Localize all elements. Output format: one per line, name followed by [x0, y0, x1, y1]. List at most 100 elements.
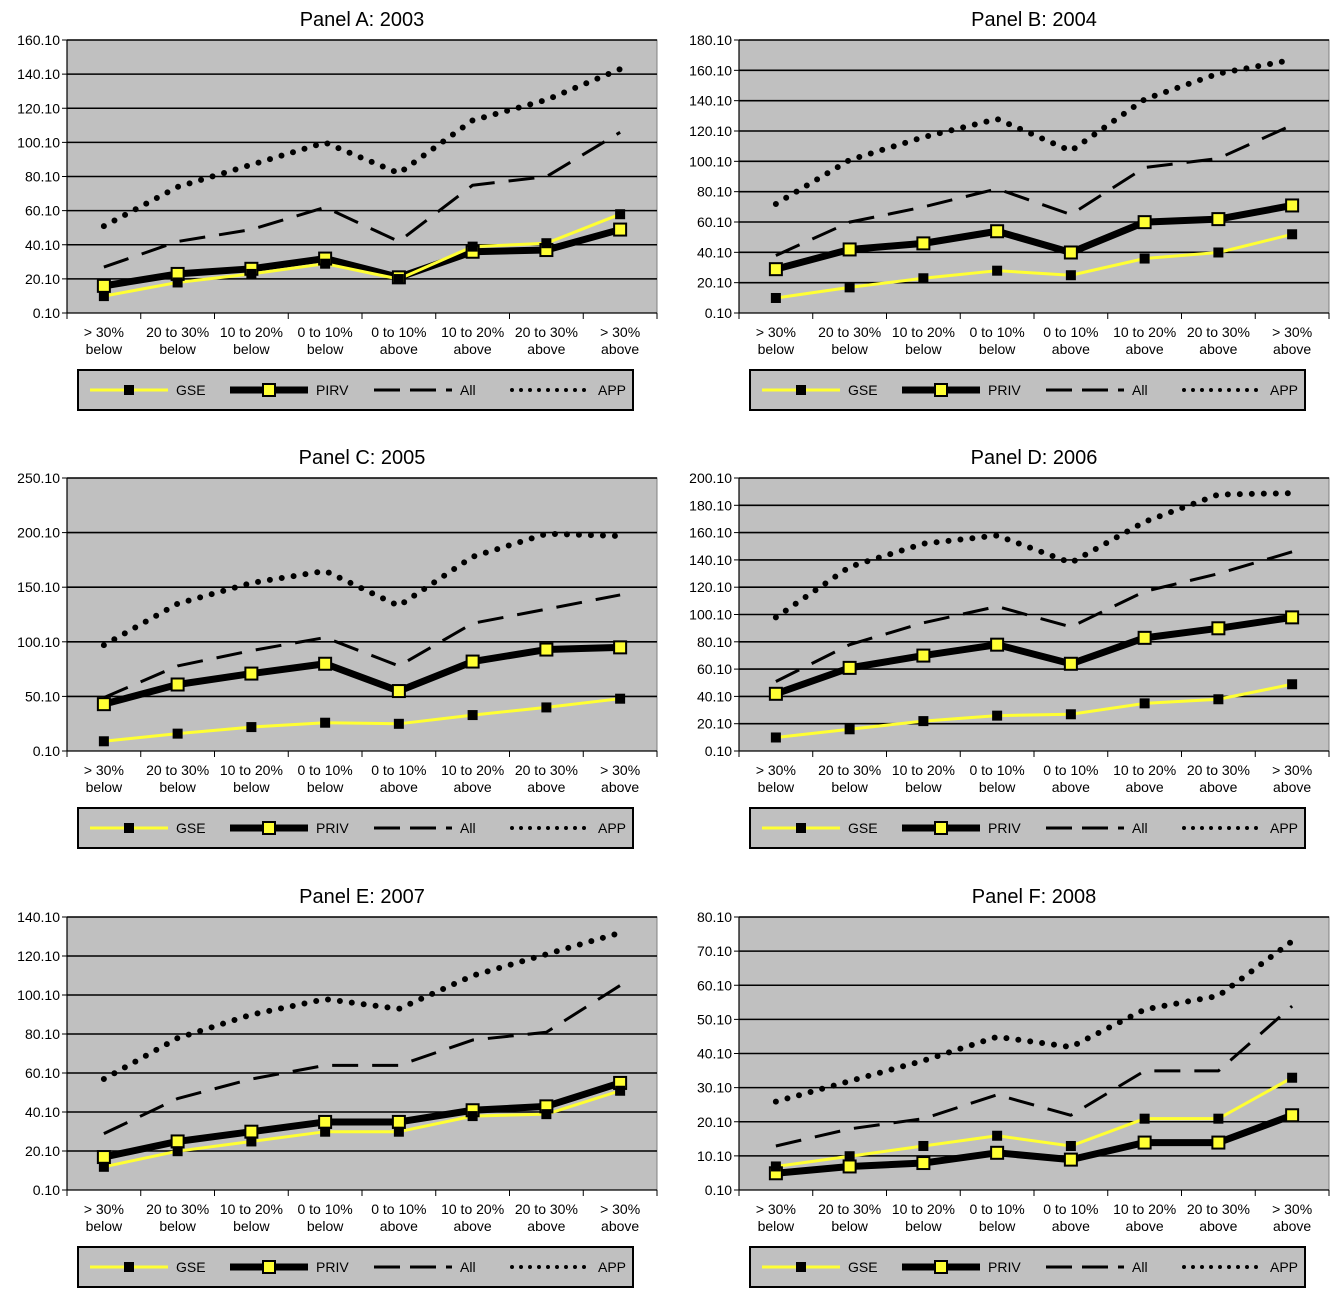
- series-line-app: [772, 490, 1296, 621]
- legend-label: APP: [598, 1259, 626, 1275]
- y-tick-label: 60.10: [25, 1065, 60, 1081]
- y-tick-label: 70.10: [697, 943, 732, 959]
- x-tick-label: above: [1273, 341, 1311, 357]
- data-point-gse: [615, 209, 626, 220]
- chart-panel: Panel A: 2003 0.10 20.10 40.10 60.10 80.10 100…: [0, 0, 671, 428]
- x-tick-label: 0 to 10%: [1043, 1201, 1098, 1217]
- y-tick-label: 120.10: [17, 100, 60, 116]
- x-tick-label: 20 to 30%: [146, 1201, 209, 1217]
- x-tick-label: > 30%: [600, 762, 640, 778]
- y-tick-label: 100.10: [689, 153, 732, 169]
- y-tick-label: 50.10: [25, 688, 60, 704]
- data-point-gse: [172, 728, 183, 739]
- data-point-priv: [916, 236, 931, 251]
- x-tick-label: 10 to 20%: [892, 762, 955, 778]
- y-tick-label: 250.10: [17, 470, 60, 486]
- x-tick-label: 20 to 30%: [818, 1201, 881, 1217]
- x-tick-label: below: [831, 1218, 868, 1234]
- series-line-priv: [774, 202, 1293, 273]
- data-point-gse: [992, 265, 1003, 276]
- x-tick-label: below: [159, 341, 196, 357]
- data-point-priv: [990, 224, 1005, 239]
- y-tick-label: 140.10: [689, 552, 732, 568]
- y-tick-label: 120.10: [689, 123, 732, 139]
- data-point-gse: [1287, 679, 1298, 690]
- chart-title: Panel A: 2003: [300, 9, 425, 31]
- x-tick-label: below: [159, 1218, 196, 1234]
- series-line-all: [775, 123, 1293, 257]
- data-point-gse: [320, 717, 331, 728]
- legend-label: GSE: [176, 1259, 206, 1275]
- y-tick-label: 160.10: [689, 62, 732, 78]
- y-tick-label: 30.10: [697, 1080, 732, 1096]
- data-point-gse: [1287, 1072, 1298, 1083]
- data-point-priv: [96, 1150, 111, 1165]
- x-tick-label: > 30%: [600, 324, 640, 340]
- x-tick-label: > 30%: [1272, 1201, 1312, 1217]
- data-point-gse: [918, 1140, 929, 1151]
- x-tick-label: > 30%: [600, 1201, 640, 1217]
- data-point-gse: [246, 268, 257, 279]
- x-tick-label: 10 to 20%: [441, 1201, 504, 1217]
- legend-label: APP: [598, 382, 626, 398]
- data-point-gse: [918, 716, 929, 727]
- y-tick-label: 60.10: [697, 977, 732, 993]
- y-tick-label: 140.10: [689, 93, 732, 109]
- chart-panel: Panel E: 2007 0.10 20.10 40.10 60.10 80.10 100…: [0, 877, 671, 1305]
- series-line-all: [103, 593, 621, 699]
- x-tick-label: 0 to 10%: [1043, 762, 1098, 778]
- x-tick-label: 20 to 30%: [1187, 1201, 1250, 1217]
- x-tick-label: below: [233, 1218, 270, 1234]
- chart-title: Panel D: 2006: [971, 447, 1098, 469]
- y-tick-label: 0.10: [705, 743, 732, 759]
- data-point-gse: [320, 1126, 331, 1137]
- legend-label: All: [460, 820, 476, 836]
- data-point-gse: [1139, 1113, 1150, 1124]
- x-tick-label: below: [159, 779, 196, 795]
- y-tick-label: 20.10: [25, 271, 60, 287]
- chart-svg: Panel C: 2005 0.10 50.10 100.10 150.10 200.10…: [17, 447, 658, 849]
- x-tick-label: 0 to 10%: [371, 324, 426, 340]
- x-tick-label: above: [454, 779, 492, 795]
- y-tick-label: 0.10: [33, 743, 60, 759]
- data-point-gse: [467, 241, 478, 252]
- data-point-gse: [1287, 229, 1298, 240]
- x-tick-label: > 30%: [84, 1201, 124, 1217]
- y-tick-label: 40.10: [697, 1046, 732, 1062]
- data-point-gse: [246, 722, 257, 733]
- x-tick-label: above: [380, 341, 418, 357]
- chart-svg: Panel B: 2004 0.10 20.10 40.10 60.10 80.10 100…: [689, 9, 1330, 411]
- series-line-priv: [774, 613, 1293, 698]
- data-point-priv: [842, 660, 857, 675]
- y-tick-label: 100.10: [17, 634, 60, 650]
- data-point-gse: [1065, 709, 1076, 720]
- x-tick-label: above: [1273, 779, 1311, 795]
- legend-label: GSE: [848, 1259, 878, 1275]
- x-tick-label: below: [307, 1218, 344, 1234]
- chart-title: Panel B: 2004: [971, 9, 1097, 31]
- data-point-priv: [768, 686, 783, 701]
- x-tick-label: 10 to 20%: [892, 324, 955, 340]
- x-tick-label: above: [1126, 341, 1164, 357]
- chart-title: Panel E: 2007: [299, 886, 425, 908]
- x-tick-label: 20 to 30%: [146, 324, 209, 340]
- x-tick-label: below: [86, 779, 123, 795]
- data-point-gse: [467, 1111, 478, 1122]
- x-tick-label: above: [1126, 779, 1164, 795]
- x-tick-label: below: [979, 341, 1016, 357]
- legend-label: APP: [1270, 382, 1298, 398]
- x-tick-label: above: [601, 341, 639, 357]
- x-tick-label: 0 to 10%: [371, 762, 426, 778]
- y-tick-label: 0.10: [705, 305, 732, 321]
- legend-label: All: [460, 1259, 476, 1275]
- data-point-pirv: [96, 278, 111, 293]
- x-tick-label: 20 to 30%: [1187, 762, 1250, 778]
- x-tick-label: 0 to 10%: [297, 762, 352, 778]
- x-tick-label: above: [601, 779, 639, 795]
- series-line-all: [775, 550, 1293, 683]
- data-point-priv: [391, 1114, 406, 1129]
- x-tick-label: above: [454, 1218, 492, 1234]
- x-tick-label: > 30%: [756, 1201, 796, 1217]
- chart-svg: Panel F: 2008 0.10 10.10 20.10 30.10 40.10 50.…: [697, 886, 1330, 1288]
- y-tick-label: 50.10: [697, 1011, 732, 1027]
